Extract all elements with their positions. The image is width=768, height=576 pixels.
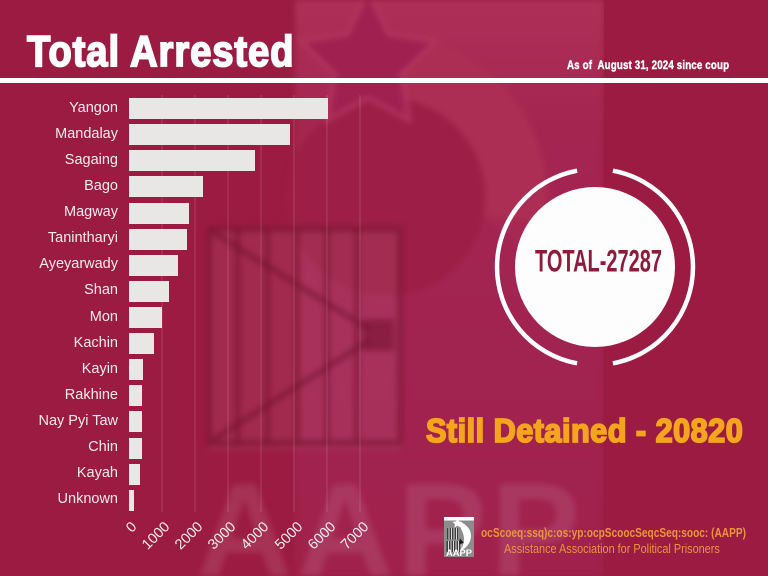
- svg-text:AAPP: AAPP: [446, 548, 473, 557]
- svg-text:AAPP: AAPP: [196, 457, 584, 576]
- svg-text:TOTAL-27287: TOTAL-27287: [535, 243, 662, 279]
